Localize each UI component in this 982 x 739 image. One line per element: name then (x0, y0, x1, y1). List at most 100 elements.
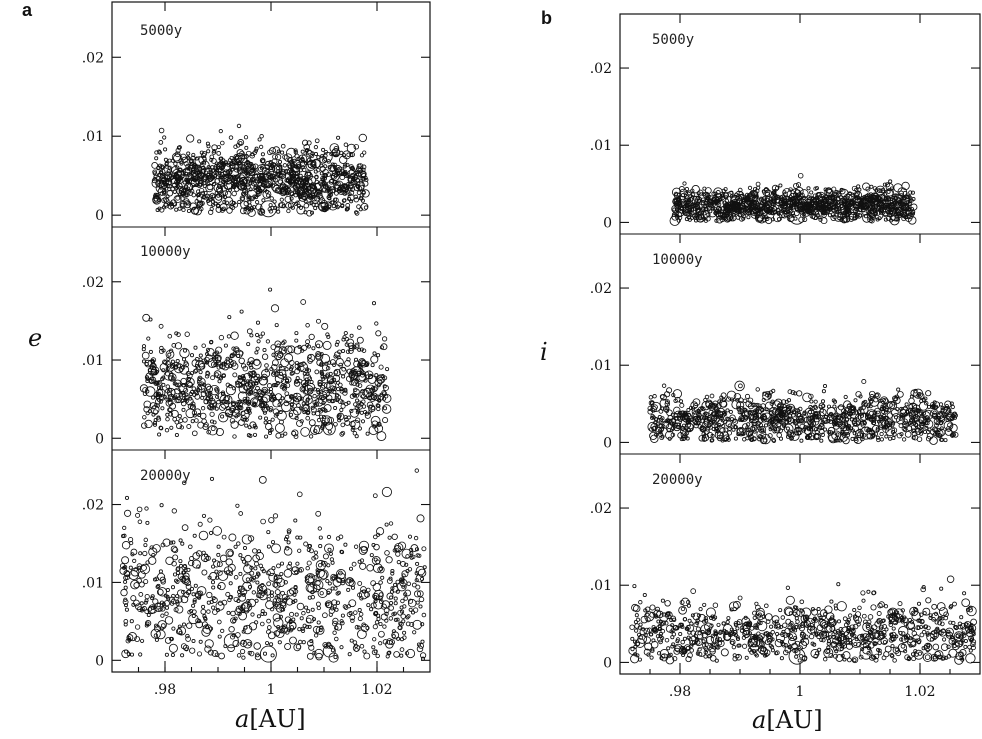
data-point (357, 383, 363, 388)
data-point (257, 137, 262, 142)
data-point (249, 365, 254, 370)
data-point (184, 177, 189, 182)
data-point (244, 145, 249, 150)
data-point (763, 423, 769, 428)
data-point (312, 393, 317, 399)
data-point (195, 170, 202, 177)
data-point (171, 508, 177, 514)
data-point (170, 204, 175, 209)
data-point (205, 347, 211, 352)
data-point (343, 415, 348, 420)
data-point (340, 403, 346, 409)
data-point (258, 144, 264, 150)
data-point (293, 393, 298, 398)
data-point (162, 394, 167, 399)
data-point (167, 203, 174, 210)
data-point (238, 553, 243, 558)
data-point (196, 176, 201, 181)
data-point (265, 193, 271, 198)
data-point (152, 195, 162, 205)
data-point (192, 533, 197, 538)
data-point (310, 405, 315, 410)
data-point (210, 426, 216, 432)
data-point (901, 181, 910, 191)
data-point (154, 380, 159, 385)
data-point (296, 602, 305, 611)
data-point (354, 647, 359, 652)
data-point (280, 378, 287, 384)
data-point (148, 317, 153, 322)
data-point (297, 639, 303, 645)
data-point (366, 603, 371, 608)
data-point (762, 438, 768, 443)
data-point (282, 373, 287, 378)
data-point (237, 161, 244, 168)
data-point (289, 611, 295, 617)
y-tick-label: .02 (82, 498, 104, 514)
data-point (214, 178, 221, 184)
data-point (165, 399, 173, 407)
data-point (152, 171, 157, 176)
data-point (234, 155, 239, 161)
data-point (248, 379, 253, 384)
data-point (209, 340, 214, 345)
data-point (166, 169, 171, 174)
data-point (301, 640, 306, 645)
data-point (315, 601, 321, 607)
data-point (755, 181, 761, 187)
data-point (389, 600, 394, 606)
data-point (163, 202, 168, 207)
data-point (259, 133, 264, 139)
data-point (395, 551, 401, 557)
data-point (418, 596, 425, 603)
data-point (264, 189, 269, 194)
data-point (213, 183, 223, 193)
data-point (358, 133, 367, 143)
data-point (181, 622, 187, 627)
data-point (355, 410, 360, 415)
data-point (241, 655, 246, 660)
data-point (269, 174, 274, 179)
data-point (298, 154, 308, 164)
data-point (278, 614, 283, 619)
data-point (318, 195, 324, 201)
data-point (339, 388, 345, 394)
data-point (191, 152, 196, 158)
data-point (173, 195, 182, 204)
data-point (172, 572, 178, 577)
data-point (182, 180, 187, 185)
data-point (376, 431, 387, 442)
x-axis-label: a[AU] (235, 705, 306, 733)
data-point (262, 173, 270, 181)
data-point (294, 416, 299, 421)
data-point (159, 503, 164, 508)
data-point (194, 418, 199, 423)
data-point (258, 189, 263, 194)
data-point (171, 626, 176, 631)
data-point (349, 408, 359, 418)
data-point (261, 198, 266, 203)
data-point (269, 593, 274, 598)
data-point (209, 192, 216, 199)
data-point (270, 653, 275, 658)
data-point (174, 419, 180, 425)
data-point (260, 518, 266, 525)
data-point (241, 155, 246, 160)
data-point (314, 179, 320, 185)
data-point (746, 215, 751, 220)
data-point (298, 205, 303, 210)
subplot-a-2: 10000y (139, 244, 392, 442)
data-point (196, 192, 201, 197)
data-point (268, 428, 273, 433)
data-point (820, 399, 826, 404)
data-point (199, 150, 204, 155)
data-point (298, 186, 307, 196)
data-point (352, 431, 358, 436)
data-point (253, 425, 258, 430)
data-point (353, 197, 359, 203)
data-point (261, 167, 270, 176)
data-point (198, 639, 203, 644)
data-point (226, 610, 231, 615)
data-point (356, 169, 361, 174)
data-point (322, 187, 327, 192)
